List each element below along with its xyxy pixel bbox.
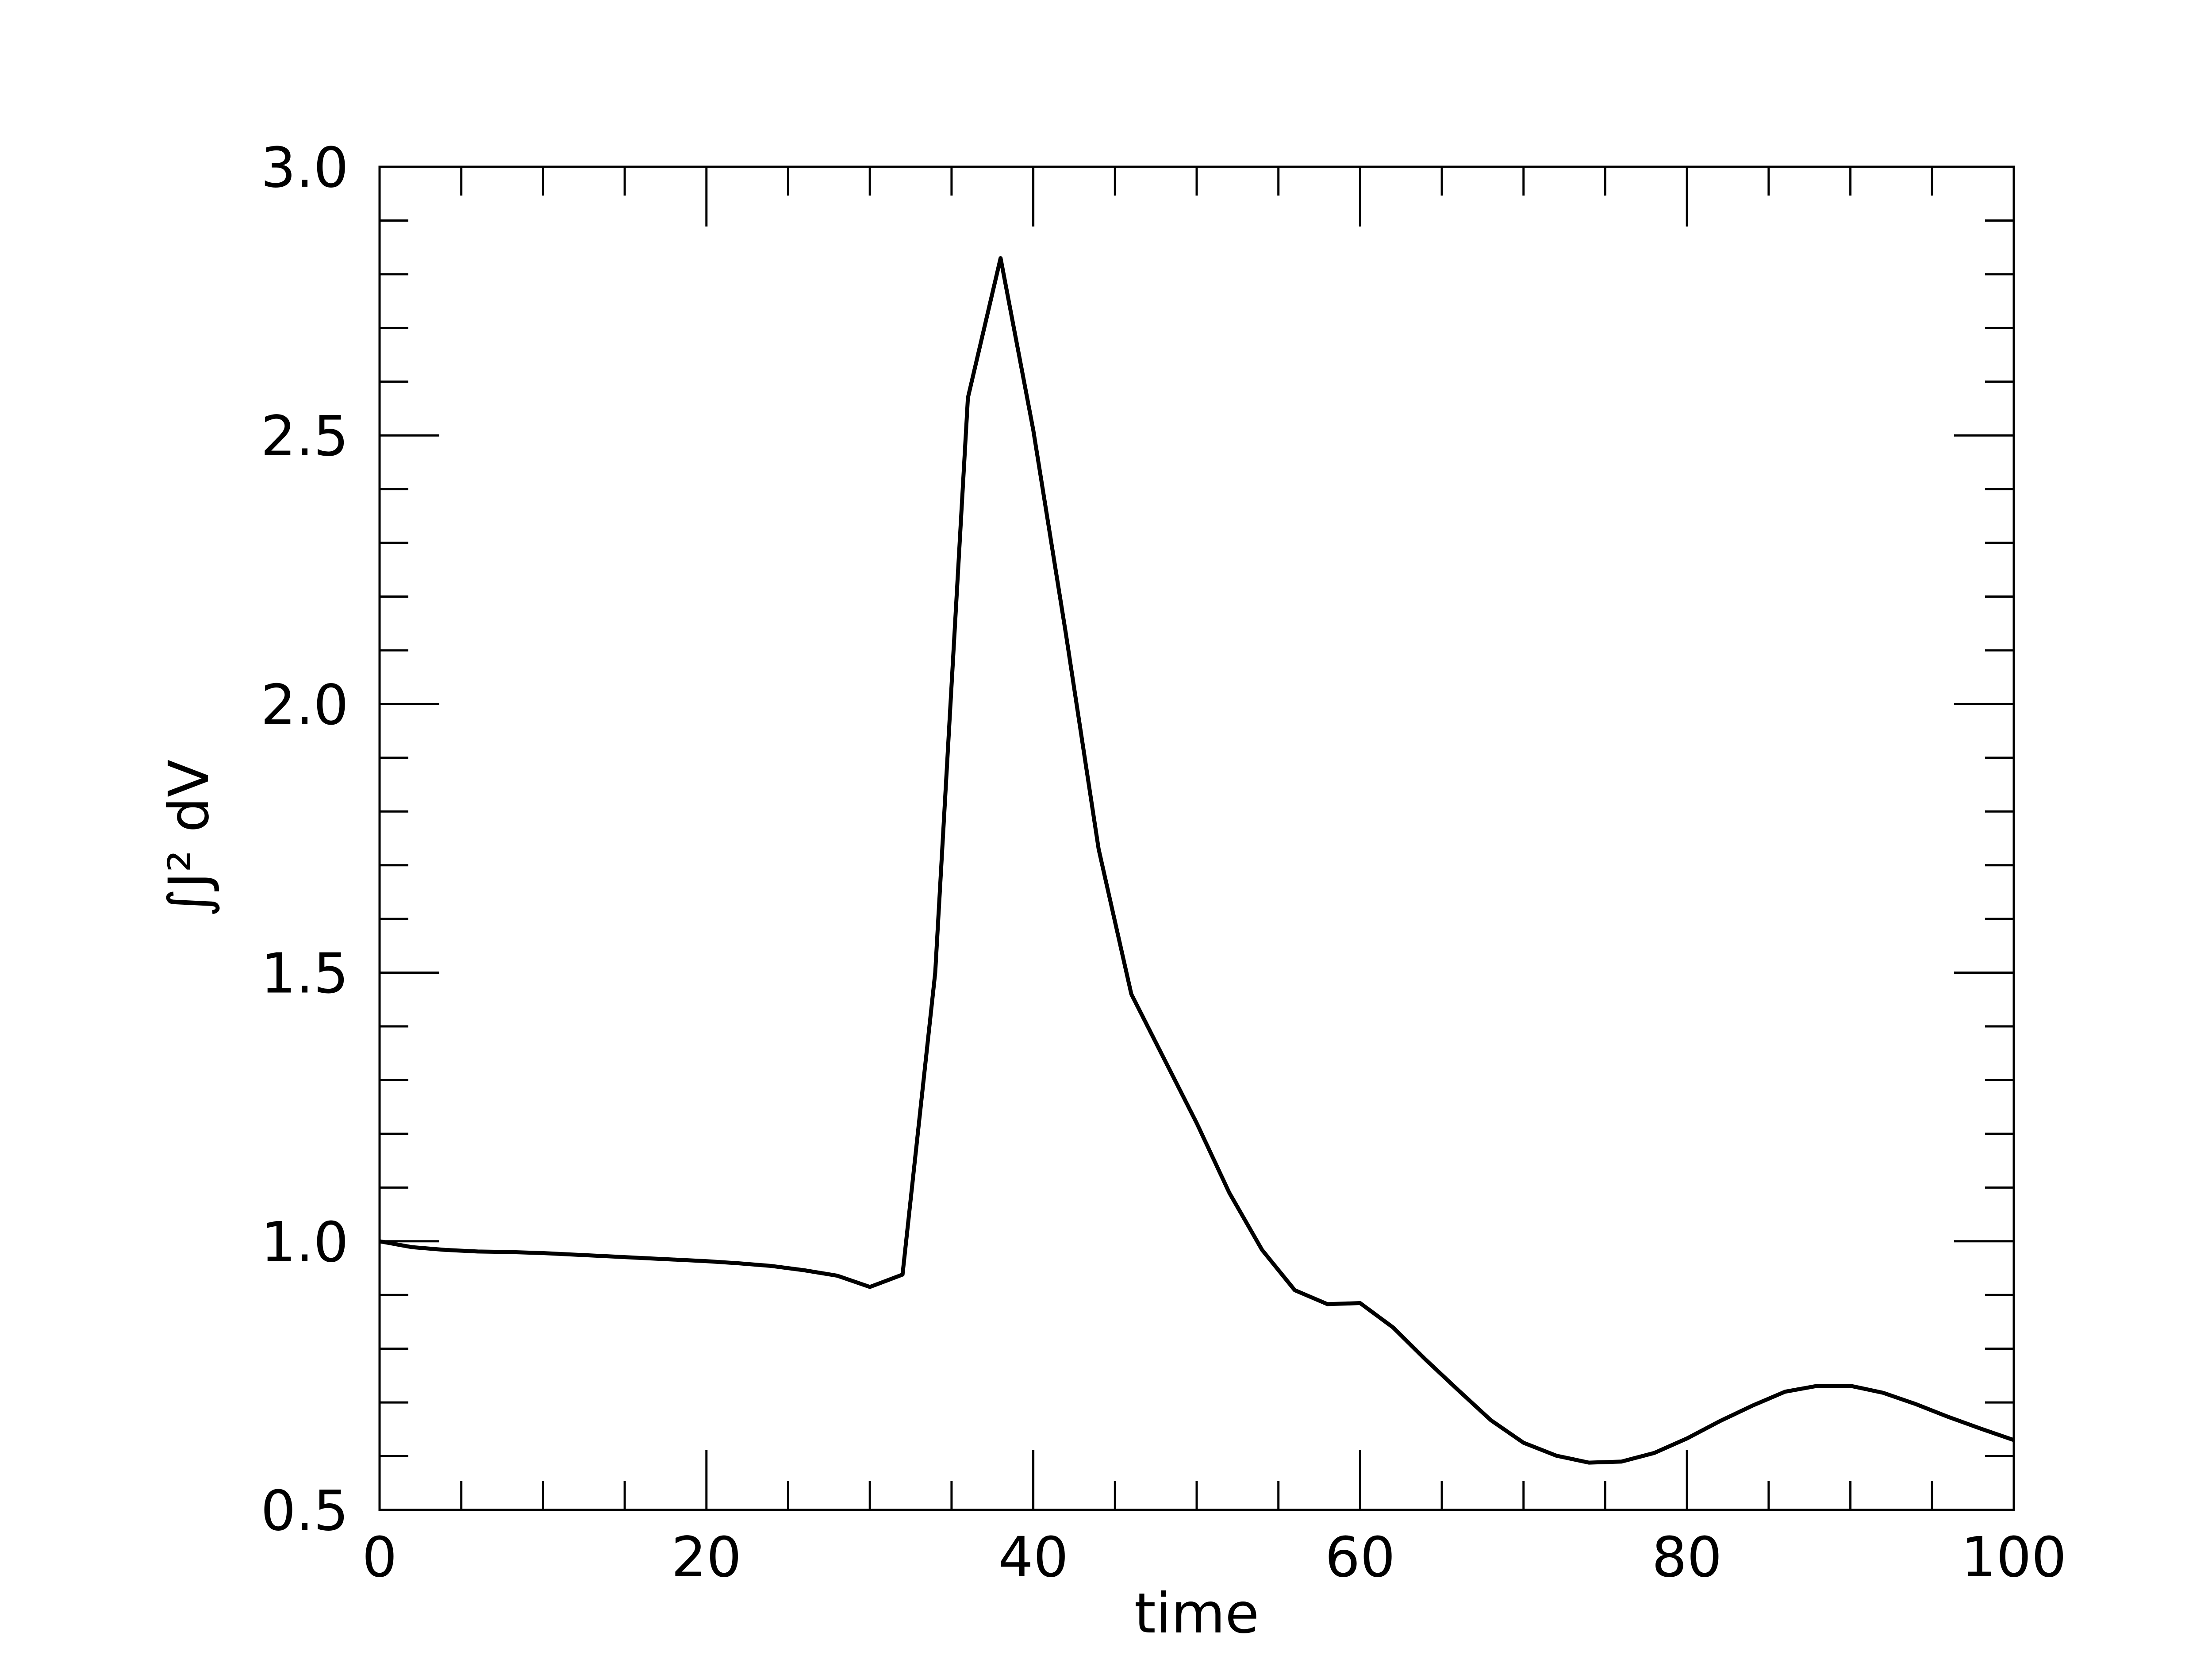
- x-tick-label: 20: [671, 1525, 741, 1590]
- y-tick-label: 1.0: [261, 1210, 349, 1275]
- y-tick-label: 2.5: [261, 404, 349, 469]
- x-tick-label: 80: [1652, 1525, 1722, 1590]
- x-tick-label: 100: [1961, 1525, 2067, 1590]
- x-axis-label: time: [1134, 1582, 1259, 1646]
- x-tick-label: 40: [998, 1525, 1068, 1590]
- x-tick-label: 0: [362, 1525, 397, 1590]
- data-line: [379, 256, 2015, 1465]
- y-tick-label: 1.5: [261, 942, 349, 1006]
- y-axis-label: ∫J² dV: [157, 760, 221, 918]
- plot-frame: [378, 165, 2015, 1511]
- y-tick-label: 3.0: [261, 136, 349, 200]
- x-tick-label: 60: [1325, 1525, 1395, 1590]
- y-tick-label: 0.5: [261, 1479, 349, 1543]
- y-tick-label: 2.0: [261, 673, 349, 737]
